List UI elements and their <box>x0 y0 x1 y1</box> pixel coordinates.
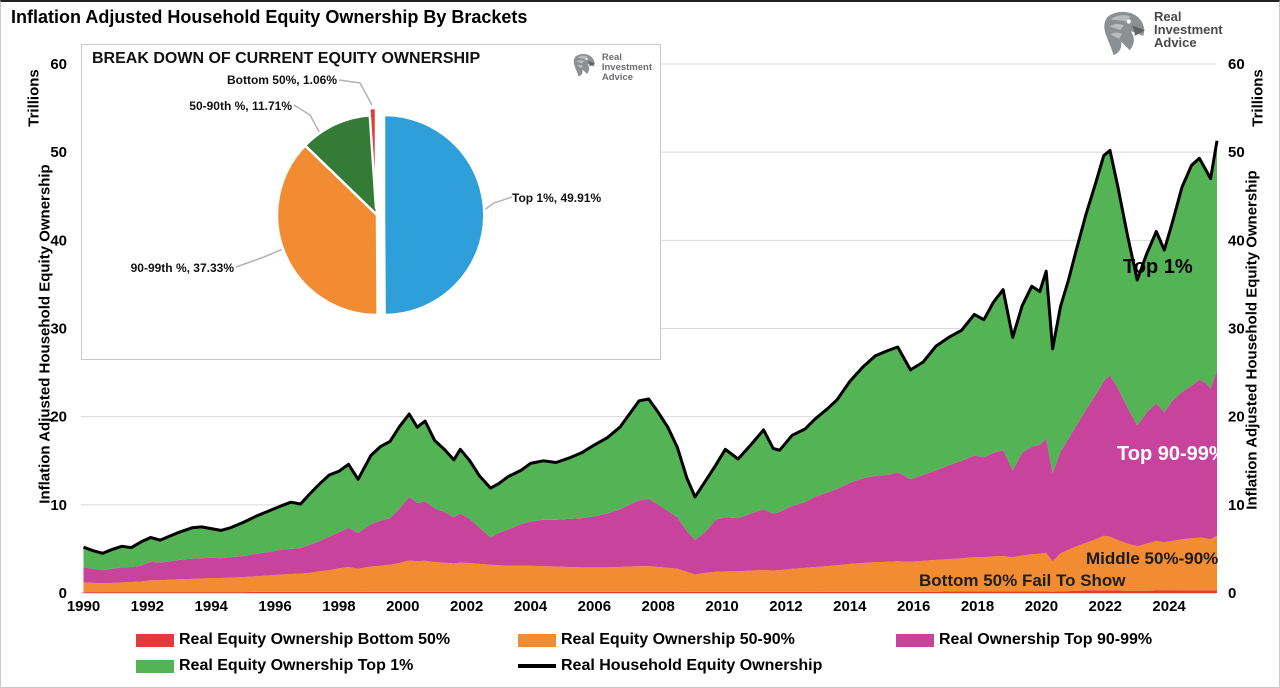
legend-label-top1: Real Equity Ownership Top 1% <box>179 657 414 674</box>
pie-leader-line-3 <box>338 79 373 106</box>
legend-item-90-99: Real Ownership Top 90-99% <box>896 631 1152 649</box>
ytick-right-10: 10 <box>1228 497 1245 514</box>
ria-logo-small: Real Investment Advice <box>571 53 652 83</box>
xtick-2010: 2010 <box>705 598 738 615</box>
annotation-top-1pct: Top 1% <box>1123 256 1193 278</box>
xtick-1992: 1992 <box>131 598 164 615</box>
xtick-2020: 2020 <box>1025 598 1058 615</box>
pie-label-top1: Top 1%, 49.91% <box>512 191 602 205</box>
area-bottom50 <box>83 590 1217 593</box>
legend-swatch-50-90 <box>518 633 556 647</box>
xtick-1994: 1994 <box>195 598 229 615</box>
ytick-left-20: 20 <box>50 409 67 426</box>
ytick-left-0: 0 <box>59 585 67 602</box>
ytick-left-60: 60 <box>50 56 67 73</box>
logo-small-line3: Advice <box>601 72 633 83</box>
legend-item-top1: Real Equity Ownership Top 1% <box>136 657 413 675</box>
legend-swatch-90-99 <box>896 633 934 647</box>
ytick-right-30: 30 <box>1228 321 1245 338</box>
xtick-1990: 1990 <box>67 598 100 615</box>
y-axis-label-right: Inflation Adjusted Household Equity Owne… <box>1243 170 1261 510</box>
pie-label-90-99: 90-99th %, 37.33% <box>130 261 234 275</box>
pie-label-50-90: 50-90th %, 11.71% <box>189 99 292 113</box>
ria-eagle-icon-small <box>573 53 595 77</box>
legend-label-bottom50: Real Equity Ownership Bottom 50% <box>179 631 451 648</box>
area-top1 <box>83 140 1217 571</box>
logo-text-line1: Real <box>1154 9 1182 24</box>
pie-label-bottom50: Bottom 50%, 1.06% <box>226 73 337 87</box>
legend-item-50-90: Real Equity Ownership 50-90% <box>518 631 795 649</box>
pie-inset-panel: BREAK DOWN OF CURRENT EQUITY OWNERSHIP R… <box>81 44 661 360</box>
xtick-2022: 2022 <box>1089 598 1122 615</box>
total-line <box>82 140 1219 555</box>
legend-item-bottom50: Real Equity Ownership Bottom 50% <box>136 631 450 649</box>
legend-swatch-bottom50 <box>136 633 174 647</box>
ria-eagle-icon <box>1104 11 1146 56</box>
pie-title: BREAK DOWN OF CURRENT EQUITY OWNERSHIP <box>92 50 481 67</box>
legend-swatch-total-line <box>518 664 556 668</box>
ytick-right-50: 50 <box>1228 144 1245 161</box>
ytick-left-10: 10 <box>50 497 67 514</box>
y-axis-label-left: Inflation Adjusted Household Equity Owne… <box>36 164 54 504</box>
xtick-2006: 2006 <box>578 598 611 615</box>
ytick-left-30: 30 <box>50 321 67 338</box>
area-50-90 <box>83 535 1217 593</box>
ytick-left-40: 40 <box>50 232 67 249</box>
xtick-2018: 2018 <box>961 598 994 615</box>
ria-logo: Real Investment Advice <box>1099 10 1223 56</box>
legend-label-50-90: Real Equity Ownership 50-90% <box>561 631 795 648</box>
xtick-2024: 2024 <box>1152 598 1186 615</box>
logo-text-line3: Advice <box>1154 35 1197 50</box>
pie-slice-90-99th- <box>275 144 379 317</box>
pie-slice-bottom-50- <box>368 106 378 210</box>
annotation-top-90-99: Top 90-99% <box>1117 443 1227 465</box>
logo-small-line1: Real <box>601 52 622 63</box>
y-axis-unit-right: Trillions <box>1249 69 1267 127</box>
xtick-2008: 2008 <box>642 598 675 615</box>
xtick-2004: 2004 <box>514 598 548 615</box>
ytick-right-60: 60 <box>1228 56 1245 73</box>
xtick-2012: 2012 <box>769 598 802 615</box>
legend-label-90-99: Real Ownership Top 90-99% <box>939 631 1153 648</box>
xtick-2014: 2014 <box>833 598 867 615</box>
ytick-right-20: 20 <box>1228 409 1245 426</box>
xtick-1996: 1996 <box>258 598 291 615</box>
ytick-left-50: 50 <box>50 144 67 161</box>
ytick-right-40: 40 <box>1228 232 1245 249</box>
legend-swatch-top1 <box>136 659 174 673</box>
legend-label-total: Real Household Equity Ownership <box>561 657 823 674</box>
pie-leader-line-2 <box>293 104 323 138</box>
xtick-2000: 2000 <box>386 598 419 615</box>
legend-item-total: Real Household Equity Ownership <box>518 657 822 675</box>
xtick-1998: 1998 <box>322 598 355 615</box>
pie-chart <box>235 79 513 317</box>
y-axis-unit-left: Trillions <box>25 69 43 127</box>
area-90-99 <box>83 369 1217 584</box>
page-title: Inflation Adjusted Household Equity Owne… <box>11 7 528 27</box>
pie-slice-top-1- <box>382 113 486 317</box>
xtick-2002: 2002 <box>450 598 483 615</box>
annotation-middle-50-90: Middle 50%-90% <box>1086 549 1219 568</box>
logo-small-line2: Investment <box>601 62 652 73</box>
annotation-bottom-50: Bottom 50% Fail To Show <box>919 571 1126 590</box>
logo-text-line2: Investment <box>1154 22 1223 37</box>
ytick-right-0: 0 <box>1228 585 1236 602</box>
xtick-2016: 2016 <box>897 598 930 615</box>
